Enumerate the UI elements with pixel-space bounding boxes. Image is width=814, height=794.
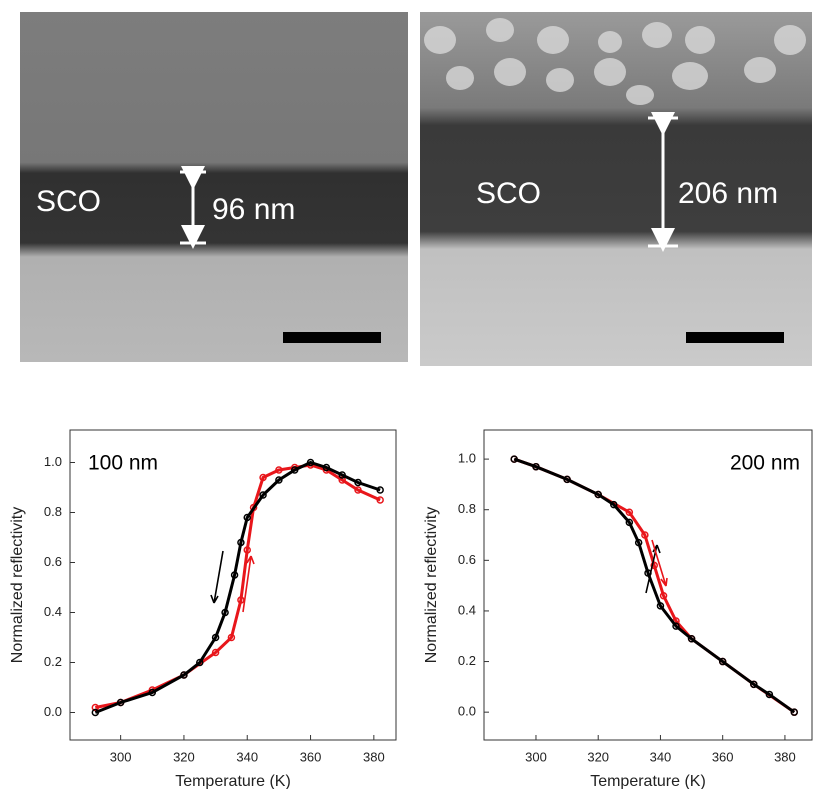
point: [116, 698, 125, 707]
x-tick-label: 360: [712, 749, 734, 764]
point: [91, 703, 100, 712]
thickness-label: 206 nm: [678, 177, 778, 210]
x-tick-label: 340: [650, 749, 672, 764]
x-tick-label: 320: [173, 749, 195, 764]
point: [718, 657, 727, 666]
point: [230, 571, 239, 579]
point: [196, 658, 204, 667]
point: [354, 478, 362, 487]
point: [532, 462, 540, 471]
point: [354, 486, 362, 494]
point: [750, 680, 758, 689]
point: [659, 592, 668, 600]
point: [148, 688, 157, 697]
point: [656, 602, 665, 610]
y-tick-label: 1.0: [44, 454, 62, 469]
sem-image-1: SCO 96 nm: [20, 12, 408, 362]
x-tick-label: 340: [236, 749, 258, 764]
line: [513, 457, 796, 714]
point: [634, 538, 643, 547]
image-label: SCO: [36, 185, 101, 218]
x-tick-label: 380: [363, 749, 385, 764]
point: [610, 500, 618, 509]
point: [376, 496, 384, 504]
point: [672, 622, 680, 630]
thickness-label: 96 nm: [212, 193, 295, 226]
y-tick-label: 0.2: [44, 654, 62, 669]
x-axis-label: Temperature (K): [590, 773, 706, 789]
point: [687, 635, 696, 643]
point: [563, 475, 571, 484]
point: [290, 466, 299, 474]
point: [91, 708, 100, 717]
point: [237, 538, 245, 547]
y-tick-label: 0.4: [44, 604, 62, 619]
point: [765, 690, 774, 699]
point: [625, 508, 634, 516]
point: [790, 708, 799, 716]
point: [221, 608, 229, 617]
point: [306, 458, 315, 467]
x-tick-label: 380: [774, 749, 796, 764]
y-tick-label: 0.0: [44, 704, 62, 719]
y-tick-label: 0.2: [458, 653, 476, 668]
point: [510, 455, 518, 463]
point: [594, 490, 602, 499]
x-tick-label: 320: [587, 749, 609, 764]
y-axis-label: Normalized reflectivity: [423, 507, 440, 663]
point: [227, 633, 236, 642]
y-tick-label: 0.6: [44, 554, 62, 569]
point: [180, 671, 188, 679]
y-tick-label: 0.8: [44, 504, 62, 519]
x-tick-label: 300: [525, 749, 547, 764]
point: [376, 486, 384, 494]
point: [625, 518, 634, 527]
image-label: SCO: [476, 177, 541, 210]
y-tick-label: 0.4: [458, 602, 476, 617]
point: [243, 513, 251, 522]
y-tick-label: 0.8: [458, 501, 476, 516]
x-tick-label: 360: [300, 749, 322, 764]
point: [259, 491, 267, 499]
arrows: [210, 539, 668, 613]
x-tick-label: 300: [110, 749, 132, 764]
y-tick-label: 0.0: [458, 704, 476, 719]
point: [322, 463, 331, 472]
point: [211, 648, 220, 657]
annotation: 100 nm: [88, 452, 158, 475]
point: [243, 546, 251, 554]
point: [338, 471, 346, 479]
point: [211, 633, 220, 642]
y-axis-label: Normalized reflectivity: [9, 507, 26, 663]
point: [275, 476, 283, 484]
x-axis-label: Temperature (K): [175, 773, 291, 789]
point: [338, 476, 346, 484]
point: [641, 531, 649, 539]
point: [275, 466, 283, 474]
point: [650, 561, 658, 570]
y-tick-label: 0.6: [458, 552, 476, 567]
sem-image-2: SCO 206 nm: [420, 12, 812, 366]
point: [259, 473, 267, 482]
y-tick-label: 1.0: [458, 451, 476, 466]
annotation: 200 nm: [730, 452, 800, 475]
